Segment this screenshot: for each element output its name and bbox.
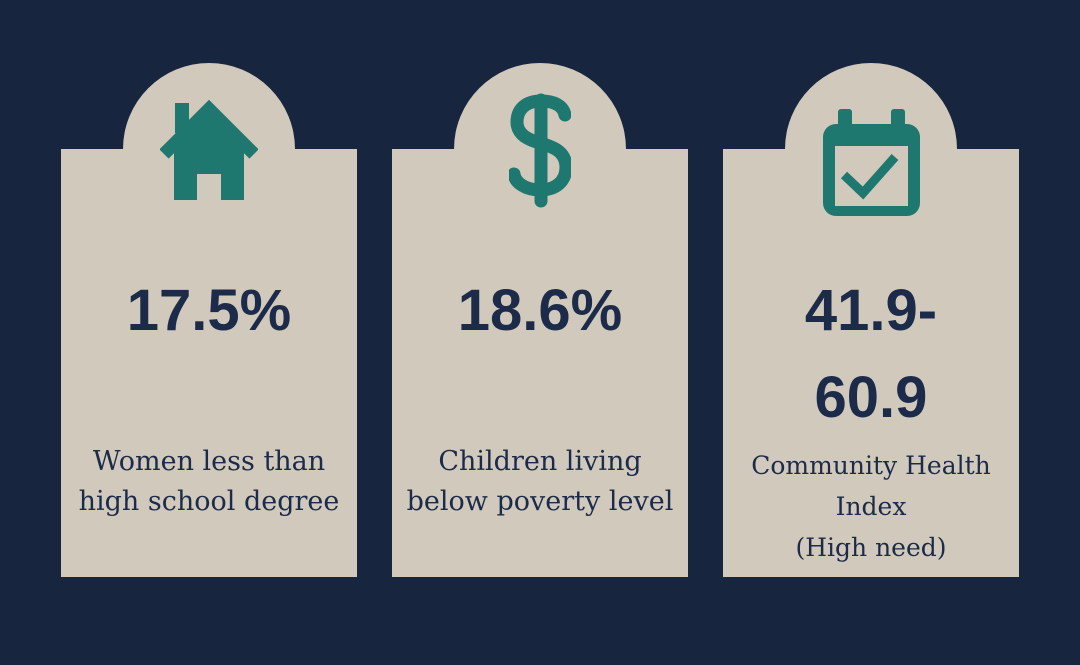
home-icon <box>160 99 258 200</box>
stat-label: Children living below poverty level <box>406 446 674 517</box>
stat-value: 17.5% <box>126 278 292 343</box>
stat-label: Women less than high school degree <box>78 446 340 517</box>
stat-value: 41.9- 60.9 <box>804 278 938 430</box>
calendar-check-icon <box>822 108 920 216</box>
card-arch <box>123 63 295 235</box>
card-arch <box>785 63 957 235</box>
stat-value: 18.6% <box>457 278 623 343</box>
stat-label: Community Health Index (High need) <box>751 451 991 562</box>
card-arch <box>454 63 626 235</box>
stat-card-health-index: 41.9- 60.9 Community Health Index (High … <box>723 63 1019 577</box>
stat-card-poverty: 18.6% Children living below poverty leve… <box>392 63 688 577</box>
stat-cards-row: 17.5% Women less than high school degree… <box>61 63 1019 577</box>
dollar-icon <box>509 93 571 208</box>
stat-card-education: 17.5% Women less than high school degree <box>61 63 357 577</box>
